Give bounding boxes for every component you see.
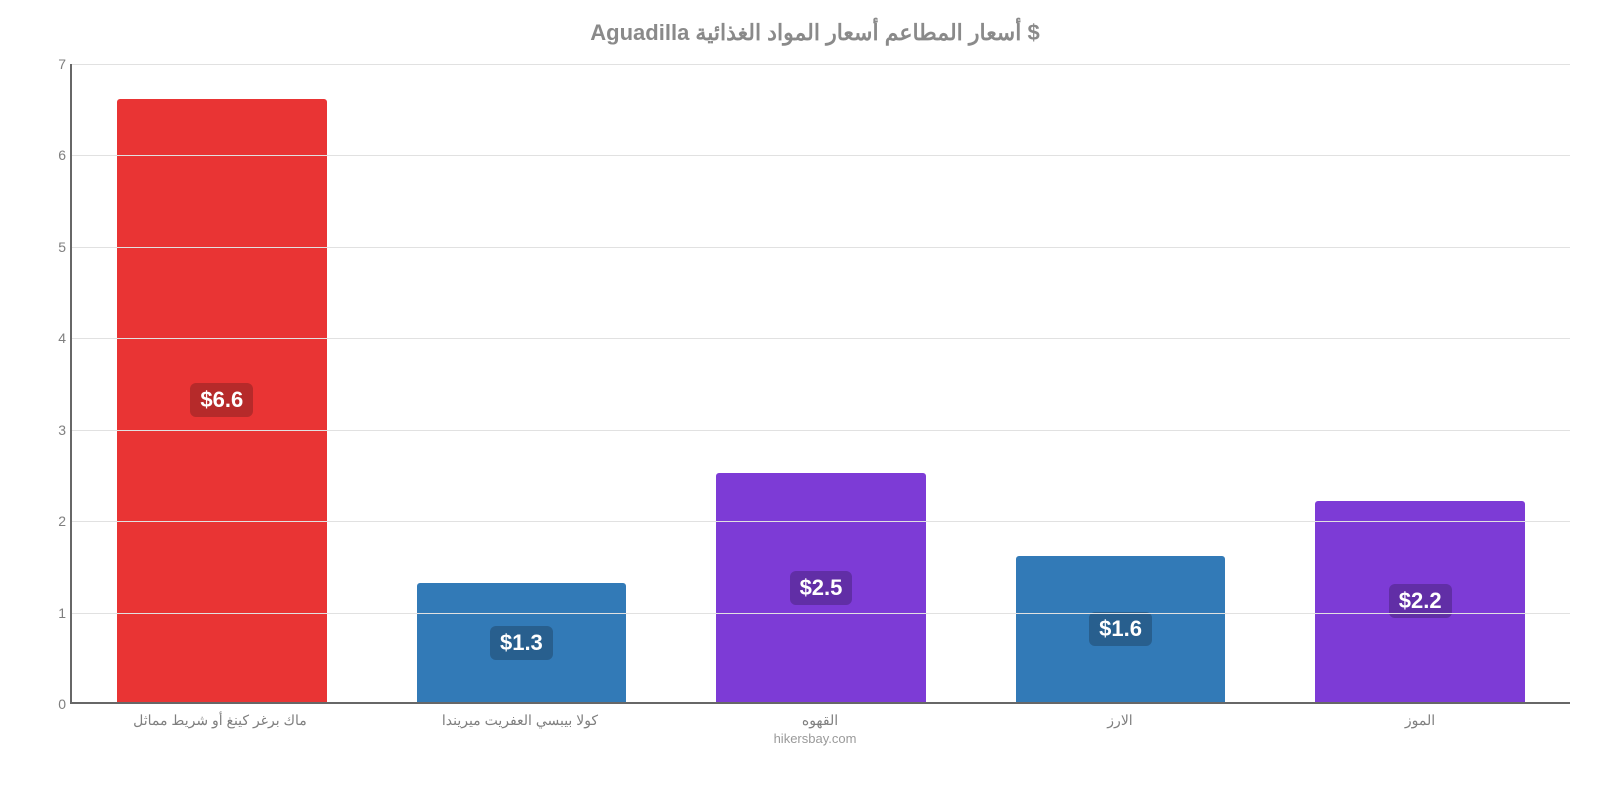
grid-line xyxy=(72,247,1570,248)
bar: $6.6 xyxy=(117,99,327,702)
chart-footer: hikersbay.com xyxy=(60,731,1570,746)
bar: $1.6 xyxy=(1016,556,1226,702)
y-tick-label: 0 xyxy=(40,696,66,712)
value-badge: $2.5 xyxy=(790,571,853,605)
bar-chart: $ أسعار المطاعم أسعار المواد الغذائية Ag… xyxy=(0,0,1600,800)
x-tick-label: القهوه xyxy=(670,712,970,729)
bar-slot: $1.6 xyxy=(971,64,1271,702)
bar-slot: $1.3 xyxy=(372,64,672,702)
x-tick-label: كولا بيبسي العفريت ميريندا xyxy=(370,712,670,729)
bar: $2.2 xyxy=(1315,501,1525,702)
y-tick-label: 3 xyxy=(40,422,66,438)
bar: $1.3 xyxy=(417,583,627,702)
value-badge: $6.6 xyxy=(190,383,253,417)
grid-line xyxy=(72,521,1570,522)
y-tick-label: 7 xyxy=(40,56,66,72)
value-badge: $1.6 xyxy=(1089,612,1152,646)
y-tick-label: 6 xyxy=(40,147,66,163)
bar: $2.5 xyxy=(716,473,926,702)
bar-slot: $2.5 xyxy=(671,64,971,702)
y-tick-label: 4 xyxy=(40,330,66,346)
x-tick-label: الموز xyxy=(1270,712,1570,729)
bar-slot: $6.6 xyxy=(72,64,372,702)
x-tick-label: ماك برغر كينغ أو شريط مماثل xyxy=(70,712,370,729)
x-tick-label: الارز xyxy=(970,712,1270,729)
grid-line xyxy=(72,64,1570,65)
grid-line xyxy=(72,613,1570,614)
y-tick-label: 5 xyxy=(40,239,66,255)
grid-line xyxy=(72,338,1570,339)
value-badge: $1.3 xyxy=(490,626,553,660)
chart-title: $ أسعار المطاعم أسعار المواد الغذائية Ag… xyxy=(60,20,1570,46)
grid-line xyxy=(72,155,1570,156)
grid-line xyxy=(72,430,1570,431)
y-tick-label: 1 xyxy=(40,605,66,621)
plot-area: $6.6$1.3$2.5$1.6$2.2 01234567 xyxy=(70,64,1570,704)
y-tick-label: 2 xyxy=(40,513,66,529)
x-axis-labels: ماك برغر كينغ أو شريط مماثلكولا بيبسي ال… xyxy=(70,712,1570,729)
bar-slot: $2.2 xyxy=(1270,64,1570,702)
